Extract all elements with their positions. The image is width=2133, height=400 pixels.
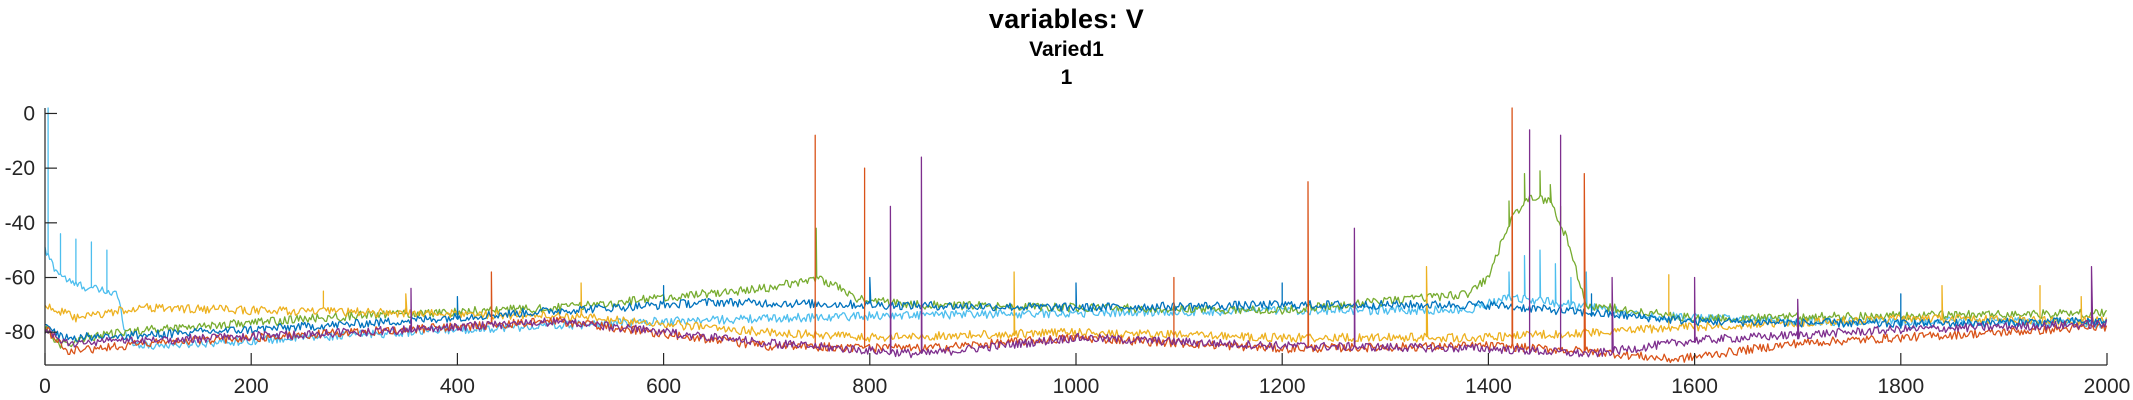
x-tick-label: 200 <box>234 375 269 398</box>
y-tick-label: 0 <box>23 102 35 125</box>
y-tick-label: -40 <box>5 212 35 235</box>
x-tick-label: 1200 <box>1259 375 1306 398</box>
chart-title: variables: V <box>988 4 1145 34</box>
x-tick-label: 1400 <box>1465 375 1512 398</box>
chart-subtitle-line-1: Varied1 <box>1029 38 1104 61</box>
x-tick-label: 1000 <box>1053 375 1100 398</box>
y-tick-label: -20 <box>5 157 35 180</box>
chart-subtitle-line-2: 1 <box>1060 66 1073 89</box>
y-tick-label: -80 <box>5 321 35 344</box>
series-layer <box>44 107 2108 364</box>
series-line-5 <box>44 107 2108 364</box>
x-tick-label: 0 <box>39 375 51 398</box>
x-tick-label: 800 <box>852 375 887 398</box>
x-tick-label: 1600 <box>1671 375 1718 398</box>
axes-layer: 0 200 400 600 800 1000 1200 1400 1600 1800 2000 0 -2… <box>5 102 2131 398</box>
title-block: variables: V Varied1 1 <box>0 2 2133 92</box>
series-line-6 <box>44 129 2108 359</box>
x-tick-label: 600 <box>646 375 681 398</box>
x-tick-label: 2000 <box>2084 375 2131 398</box>
x-tick-label: 1800 <box>1877 375 1924 398</box>
y-tick-label: -60 <box>5 267 35 290</box>
series-line-4 <box>45 276 2108 343</box>
x-tick-label: 400 <box>440 375 475 398</box>
